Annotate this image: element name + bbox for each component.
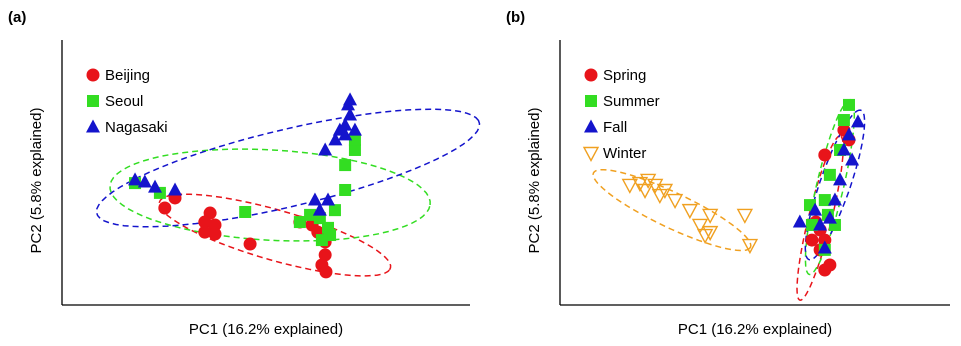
legend-marker <box>584 119 598 133</box>
point <box>239 205 252 218</box>
point <box>818 233 832 247</box>
point <box>850 114 865 128</box>
ellipse <box>592 168 752 252</box>
point <box>836 142 851 156</box>
point <box>348 143 361 156</box>
point <box>293 216 306 229</box>
panel-label: (b) <box>506 9 525 26</box>
ellipse <box>158 193 392 277</box>
point <box>792 214 807 228</box>
point <box>621 178 638 194</box>
legend-label: Spring <box>603 67 646 84</box>
point <box>813 217 828 231</box>
point <box>818 194 831 207</box>
point <box>304 208 317 221</box>
point <box>148 179 163 193</box>
point <box>818 263 832 277</box>
y-axis-label: PC2 (5.8% explained) <box>28 108 45 254</box>
y-axis-label: PC2 (5.8% explained) <box>526 108 543 254</box>
point <box>328 132 343 146</box>
point <box>318 142 333 156</box>
point <box>741 238 759 255</box>
point <box>321 192 336 206</box>
point <box>842 98 855 111</box>
legend-marker <box>86 119 100 133</box>
point <box>348 133 361 146</box>
point <box>339 183 352 196</box>
point <box>681 203 699 220</box>
point <box>845 152 860 166</box>
ellipse <box>95 108 481 228</box>
legend-marker <box>86 68 100 82</box>
legend-marker <box>584 68 598 82</box>
point <box>827 192 842 206</box>
point <box>198 215 212 229</box>
point <box>639 173 657 189</box>
point <box>208 227 222 241</box>
ellipse <box>109 148 431 242</box>
x-axis-label: PC1 (16.2% explained) <box>189 321 343 338</box>
legend-label: Winter <box>603 145 646 162</box>
point <box>701 225 719 242</box>
point <box>837 114 850 127</box>
point <box>198 225 212 239</box>
point <box>307 192 322 206</box>
legend-label: Beijing <box>105 67 150 84</box>
point <box>315 234 328 247</box>
point <box>736 208 754 224</box>
point <box>651 188 669 205</box>
panel-label: (a) <box>8 9 26 26</box>
point <box>137 174 152 188</box>
point <box>343 92 358 106</box>
point <box>319 265 333 279</box>
point <box>841 127 856 141</box>
legend-label: Summer <box>603 93 660 110</box>
point <box>168 182 183 196</box>
point <box>656 183 674 199</box>
point <box>338 127 353 141</box>
point <box>343 107 358 121</box>
point <box>338 117 353 131</box>
point <box>328 204 341 217</box>
legend-marker <box>582 146 600 162</box>
legend-marker <box>87 95 99 107</box>
point <box>701 208 719 224</box>
point <box>805 233 819 247</box>
point <box>817 240 832 254</box>
point <box>347 122 362 136</box>
point <box>833 172 848 186</box>
point <box>636 183 654 199</box>
point <box>158 201 172 215</box>
point <box>818 148 832 162</box>
point <box>243 237 257 251</box>
legend-label: Nagasaki <box>105 119 168 136</box>
point <box>808 202 823 216</box>
point <box>318 248 332 262</box>
legend-label: Seoul <box>105 93 143 110</box>
point <box>208 218 222 232</box>
legend-marker <box>585 95 597 107</box>
point <box>822 210 837 224</box>
point <box>696 228 714 245</box>
point <box>312 202 327 216</box>
point <box>128 172 143 186</box>
point <box>823 168 836 181</box>
x-axis-label: PC1 (16.2% explained) <box>678 321 832 338</box>
point <box>666 193 684 210</box>
point <box>339 159 352 172</box>
legend-label: Fall <box>603 119 627 136</box>
